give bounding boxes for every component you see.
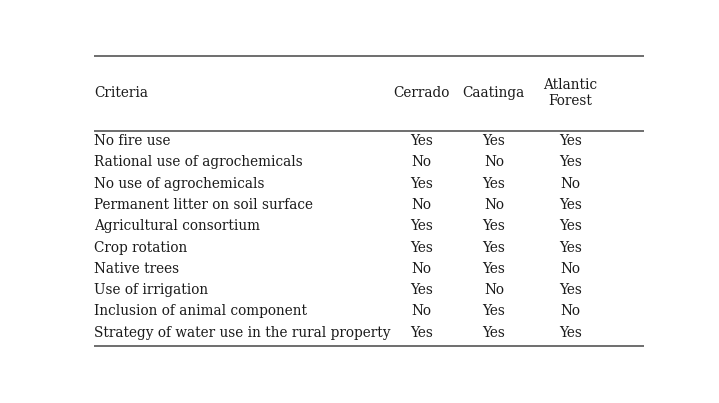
Text: Yes: Yes <box>482 134 505 148</box>
Text: Caatinga: Caatinga <box>463 86 525 100</box>
Text: Permanent litter on soil surface: Permanent litter on soil surface <box>94 198 313 212</box>
Text: Yes: Yes <box>482 177 505 191</box>
Text: Inclusion of animal component: Inclusion of animal component <box>94 304 307 318</box>
Text: No: No <box>484 198 504 212</box>
Text: Cerrado: Cerrado <box>393 86 449 100</box>
Text: Yes: Yes <box>410 177 433 191</box>
Text: Yes: Yes <box>482 326 505 339</box>
Text: No use of agrochemicals: No use of agrochemicals <box>94 177 265 191</box>
Text: Agricultural consortium: Agricultural consortium <box>94 219 260 233</box>
Text: Use of irrigation: Use of irrigation <box>94 283 209 297</box>
Text: Yes: Yes <box>559 241 582 255</box>
Text: No: No <box>484 283 504 297</box>
Text: Native trees: Native trees <box>94 262 180 276</box>
Text: Yes: Yes <box>410 219 433 233</box>
Text: Yes: Yes <box>410 326 433 339</box>
Text: No: No <box>560 262 580 276</box>
Text: Yes: Yes <box>410 241 433 255</box>
Text: Yes: Yes <box>559 198 582 212</box>
Text: Atlantic
Forest: Atlantic Forest <box>543 78 597 108</box>
Text: Yes: Yes <box>559 219 582 233</box>
Text: No fire use: No fire use <box>94 134 171 148</box>
Text: Crop rotation: Crop rotation <box>94 241 188 255</box>
Text: Yes: Yes <box>559 134 582 148</box>
Text: Yes: Yes <box>482 304 505 318</box>
Text: No: No <box>411 304 431 318</box>
Text: Criteria: Criteria <box>94 86 148 100</box>
Text: Rational use of agrochemicals: Rational use of agrochemicals <box>94 156 303 170</box>
Text: Yes: Yes <box>410 283 433 297</box>
Text: Yes: Yes <box>482 241 505 255</box>
Text: No: No <box>560 177 580 191</box>
Text: No: No <box>484 156 504 170</box>
Text: Yes: Yes <box>482 262 505 276</box>
Text: Yes: Yes <box>559 326 582 339</box>
Text: Yes: Yes <box>482 219 505 233</box>
Text: No: No <box>411 198 431 212</box>
Text: Strategy of water use in the rural property: Strategy of water use in the rural prope… <box>94 326 391 339</box>
Text: No: No <box>560 304 580 318</box>
Text: No: No <box>411 156 431 170</box>
Text: Yes: Yes <box>559 156 582 170</box>
Text: Yes: Yes <box>559 283 582 297</box>
Text: No: No <box>411 262 431 276</box>
Text: Yes: Yes <box>410 134 433 148</box>
